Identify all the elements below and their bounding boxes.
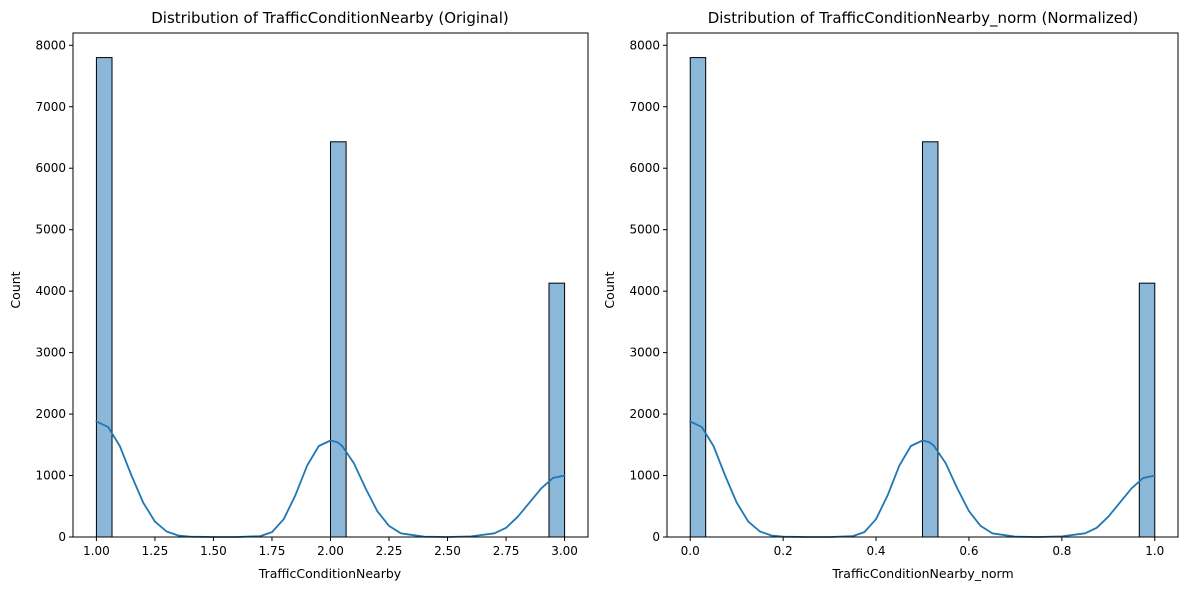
y-tick-label: 3000 <box>35 346 66 360</box>
x-tick-label: 2.50 <box>434 544 461 558</box>
histogram-bar <box>922 141 939 538</box>
y-tick-label: 1000 <box>35 469 66 483</box>
histogram-bar <box>95 57 113 538</box>
y-tick-label: 2000 <box>35 407 66 421</box>
x-tick-label: 0.0 <box>681 544 700 558</box>
y-tick-label: 2000 <box>629 407 660 421</box>
plot-area: 0 1000 2000 3000 4000 5000 6000 7000 8000 1.00 1.2… <box>35 32 589 558</box>
y-tick-label: 7000 <box>35 100 66 114</box>
y-tick-label: 0 <box>58 530 66 544</box>
y-axis-label: Count <box>602 271 617 308</box>
chart-normalized: Distribution of TrafficConditionNearby_n… <box>602 9 1179 581</box>
y-tick-label: 3000 <box>629 346 660 360</box>
chart-title: Distribution of TrafficConditionNearby (… <box>151 9 509 27</box>
y-tick-label: 7000 <box>629 100 660 114</box>
x-tick-label: 2.25 <box>376 544 403 558</box>
x-axis-label: TrafficConditionNearby_norm <box>831 566 1013 581</box>
histogram-bar <box>330 141 347 538</box>
y-tick-label: 4000 <box>35 284 66 298</box>
axes-frame <box>666 32 1179 538</box>
y-tick-label: 1000 <box>629 469 660 483</box>
x-tick-label: 1.25 <box>142 544 169 558</box>
y-tick-label: 8000 <box>629 38 660 52</box>
y-tick-label: 5000 <box>629 223 660 237</box>
y-tick-label: 8000 <box>35 38 66 52</box>
x-tick-label: 1.00 <box>83 544 110 558</box>
y-tick-label: 0 <box>652 530 660 544</box>
x-axis-label: TrafficConditionNearby <box>258 566 402 581</box>
plot-area: 0 1000 2000 3000 4000 5000 6000 7000 8000 0.0 0.2 0… <box>629 32 1179 558</box>
y-tick-label: 6000 <box>35 161 66 175</box>
x-tick-label: 0.4 <box>866 544 885 558</box>
x-tick-label: 1.0 <box>1145 544 1164 558</box>
kde-line <box>689 420 1156 538</box>
x-tick-label: 0.8 <box>1052 544 1071 558</box>
histogram-bar <box>689 57 707 538</box>
histogram-bar <box>1138 282 1156 538</box>
y-axis-label: Count <box>8 271 23 308</box>
y-tick-label: 6000 <box>629 161 660 175</box>
chart-title: Distribution of TrafficConditionNearby_n… <box>708 9 1139 28</box>
x-tick-label: 0.6 <box>959 544 978 558</box>
kde-line <box>95 420 566 538</box>
histogram-bar <box>548 282 566 538</box>
x-tick-label: 0.2 <box>774 544 793 558</box>
y-tick-label: 5000 <box>35 223 66 237</box>
x-tick-label: 3.00 <box>551 544 578 558</box>
x-tick-label: 1.75 <box>259 544 286 558</box>
x-tick-label: 2.00 <box>317 544 344 558</box>
x-tick-label: 1.50 <box>200 544 227 558</box>
y-tick-label: 4000 <box>629 284 660 298</box>
x-tick-label: 2.75 <box>493 544 520 558</box>
chart-original: Distribution of TrafficConditionNearby (… <box>8 9 589 581</box>
